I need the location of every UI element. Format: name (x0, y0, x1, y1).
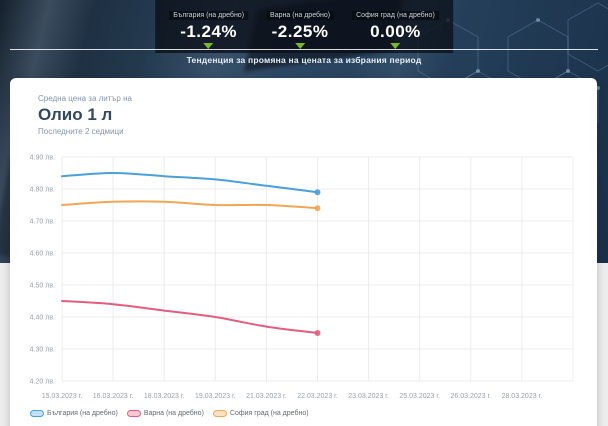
legend-label: София град (на дребно) (229, 410, 309, 417)
header-divider (10, 49, 598, 50)
chart-period: Последните 2 седмици (38, 127, 124, 136)
stat-sofia: София град (на дребно) 0.00% (344, 3, 447, 51)
chart-header: Средна цена за литър на Олио 1 л Последн… (38, 94, 132, 136)
stat-varna-value: -2.25% (271, 22, 329, 41)
trend-stats-bar: България (на дребно) -1.24% Варна (на др… (155, 0, 453, 53)
stat-varna-label: Варна (на дребно) (266, 11, 335, 20)
y-axis-tick-label: 4.60 лв. (30, 251, 55, 258)
stat-varna: Варна (на дребно) -2.25% (258, 3, 342, 51)
x-axis-tick-label: 26.03.2023 г. (450, 393, 491, 400)
series-line (61, 300, 319, 334)
x-axis-tick-label: 16.03.2023 г. (93, 393, 134, 400)
stat-bulgaria: България (на дребно) -1.24% (161, 3, 256, 51)
series-line (61, 171, 319, 194)
x-axis-tick-label: 22.03.2023 г. (297, 393, 338, 400)
page-title: Олио 1 л (38, 105, 113, 124)
y-axis-tick-label: 4.30 лв. (30, 347, 55, 354)
chart-legend: България (на дребно) Варна (на дребно) Соф… (30, 410, 309, 417)
y-axis-tick-label: 4.20 лв. (30, 379, 55, 386)
legend-item[interactable]: България (на дребно) (30, 410, 118, 417)
y-axis-tick-label: 4.90 лв. (30, 155, 55, 162)
stat-sofia-label: София град (на дребно) (352, 11, 439, 20)
y-axis-tick-label: 4.70 лв. (30, 219, 55, 226)
x-axis-tick-label: 18.03.2023 г. (144, 393, 185, 400)
legend-label: България (на дребно) (47, 410, 118, 417)
x-axis-tick-label: 15.03.2023 г. (42, 393, 83, 400)
x-axis-tick-label: 28.03.2023 г. (502, 393, 543, 400)
y-axis-tick-label: 4.50 лв. (30, 283, 55, 290)
legend-swatch-icon (126, 410, 141, 417)
y-axis-tick-label: 4.40 лв. (30, 315, 55, 322)
trend-down-arrow-icon (203, 43, 214, 49)
series-endpoint-marker[interactable] (314, 189, 321, 196)
x-axis-tick-label: 21.03.2023 г. (246, 393, 287, 400)
y-axis-tick-label: 4.80 лв. (30, 187, 55, 194)
series-line (61, 200, 319, 210)
stat-sofia-value: 0.00% (370, 22, 421, 41)
x-axis-tick-label: 25.03.2023 г. (399, 393, 440, 400)
legend-item[interactable]: София град (на дребно) (212, 410, 309, 417)
price-trend-chart[interactable]: 4.90 лв. 4.80 лв. 4.70 лв. 4.60 лв. 4.50 лв.… (10, 148, 597, 406)
price-chart-card: Средна цена за литър на Олио 1 л Последн… (10, 78, 597, 426)
stat-bulgaria-label: България (на дребно) (169, 11, 249, 20)
series-endpoint-marker[interactable] (314, 205, 321, 212)
trend-caption: Тенденция за промяна на цената за избран… (186, 55, 422, 65)
legend-swatch-icon (212, 410, 227, 417)
stat-bulgaria-value: -1.24% (180, 22, 238, 41)
legend-label: Варна (на дребно) (143, 410, 204, 417)
series-endpoint-marker[interactable] (314, 330, 321, 336)
legend-item[interactable]: Варна (на дребно) (126, 410, 204, 417)
trend-down-arrow-icon (295, 43, 306, 49)
legend-swatch-icon (30, 410, 44, 417)
chart-subtitle: Средна цена за литър на (38, 94, 132, 103)
x-axis-tick-label: 19.03.2023 г. (195, 393, 236, 400)
x-axis-tick-label: 23.03.2023 г. (348, 393, 389, 400)
trend-down-arrow-icon (390, 43, 401, 49)
